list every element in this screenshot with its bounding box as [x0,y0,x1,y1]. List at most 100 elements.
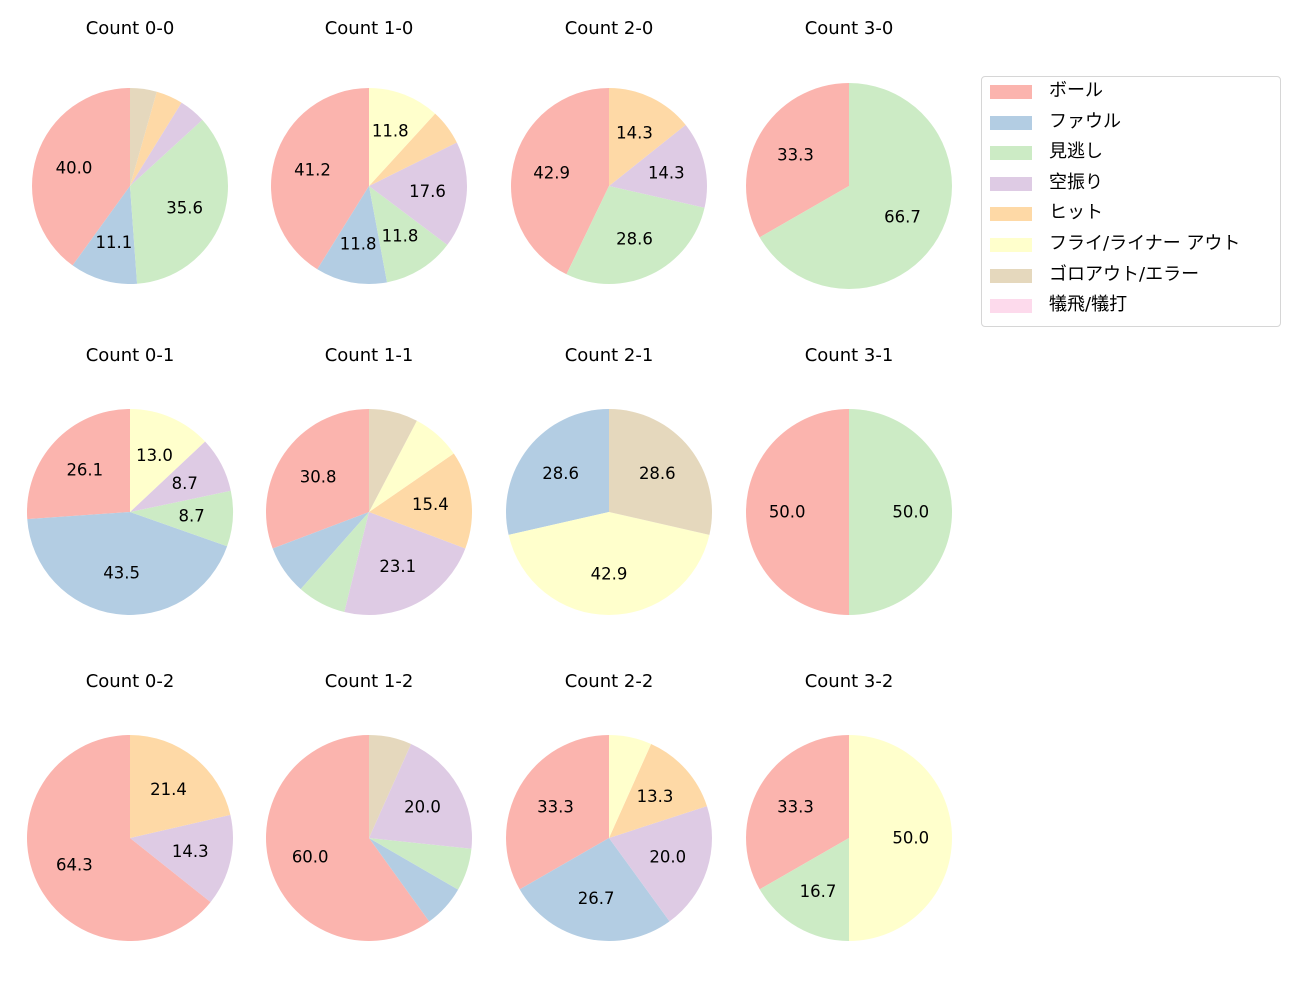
subplot-title: Count 2-2 [564,671,654,692]
wedge-label: 35.6 [166,198,203,217]
legend-item-called-strike: 見逃し [982,138,1280,168]
pie-count-0-2: 64.3 14.3 21.4 [26,735,233,941]
subplot-title: Count 1-1 [324,345,414,366]
wedge-label: 64.3 [56,855,93,874]
legend-item-fly-liner-out: フライ/ライナー アウト [982,230,1280,260]
pie-count-3-1: 50.0 50.0 [746,409,952,615]
pie-count-3-2: 33.3 16.7 50.0 [746,735,952,941]
pie-wedge [130,119,228,284]
wedge-label: 42.9 [533,163,570,182]
pie-wedge [130,490,234,547]
legend-item-ground-out-error: ゴロアウト/エラー [982,261,1280,291]
legend: ボール ファウル 見逃し 空振り ヒット フライ/ライナー アウト ゴロアウト/… [981,76,1281,327]
pie-count-2-0: 42.9 28.6 14.3 14.3 [511,88,707,284]
pie-count-0-0: 40.0 11.1 35.6 [32,88,228,284]
wedge-label: 50.0 [892,829,929,848]
pie-wedge [746,83,849,238]
wedge-label: 14.3 [172,842,209,861]
wedge-label: 17.6 [409,182,446,201]
pie-wedge [130,814,233,903]
pie-wedge [369,838,472,890]
pie-wedge [369,743,472,849]
pie-wedge [369,113,457,186]
pie-wedge [26,735,211,941]
pie-wedge [609,806,712,922]
subplot-title: Count 3-0 [804,18,894,39]
legend-label: フライ/ライナー アウト [1049,233,1241,254]
pie-wedge [369,88,436,186]
subplot-title: Count 1-0 [324,18,414,39]
pie-wedge [271,88,369,270]
wedge-label: 20.0 [649,848,686,867]
wedge-label: 60.0 [292,847,329,866]
pie-wedge [609,88,686,186]
pie-wedge [369,142,467,245]
pie-wedge [746,409,849,615]
pie-count-3-0: 33.3 66.7 [746,83,952,289]
pie-count-1-0: 41.2 11.8 11.8 17.6 11.8 [271,88,467,284]
legend-swatch [990,85,1032,99]
legend-swatch [990,299,1032,314]
pie-count-2-2: 33.3 26.7 20.0 13.3 [506,735,712,941]
pie-wedge [130,91,182,186]
pie-wedge [369,420,454,512]
legend-swatch [990,146,1032,161]
pie-wedge [519,838,670,941]
wedge-label: 50.0 [769,503,806,522]
legend-item-ball: ボール [982,77,1280,107]
pie-wedge [27,512,228,615]
wedge-label: 11.8 [382,226,419,245]
pie-wedge [566,186,705,284]
wedge-label: 8.7 [172,474,198,493]
wedge-label: 11.8 [372,122,409,141]
wedge-label: 8.7 [179,507,205,526]
pie-wedge [609,735,652,838]
legend-label: ヒット [1049,202,1103,224]
wedge-label: 40.0 [56,158,93,177]
legend-item-sacrifice: 犠飛/犠打 [982,291,1280,321]
wedge-label: 13.3 [637,787,674,806]
pie-wedge [130,409,206,512]
pie-wedge [759,838,849,941]
wedge-label: 42.9 [591,564,628,583]
subplot-title: Count 2-0 [564,18,654,39]
subplot-title: Count 3-1 [804,345,894,366]
legend-swatch [990,176,1032,191]
pie-wedge [746,735,849,890]
pie-wedge [369,409,417,512]
legend-swatch [990,207,1032,222]
pie-wedge [272,512,369,590]
subplot-title: Count 0-1 [85,345,175,366]
pie-wedge [72,186,138,284]
wedge-label: 28.6 [616,229,653,248]
wedge-label: 11.1 [96,233,133,252]
legend-label: ボール [1049,80,1103,101]
pie-wedge [506,409,609,535]
pie-wedge [508,512,710,615]
legend-label: 見逃し [1049,141,1103,163]
pie-wedge [369,838,459,922]
wedge-label: 43.5 [103,564,140,583]
wedge-label: 26.7 [578,889,615,908]
wedge-label: 23.1 [379,557,416,576]
pie-count-1-1: 30.8 23.1 15.4 [266,409,472,615]
pie-wedge [300,512,369,613]
legend-label: ゴロアウト/エラー [1049,263,1200,285]
pie-wedge [344,512,466,615]
wedge-label: 21.4 [150,780,187,799]
pie-wedge [369,735,412,838]
pie-count-0-1: 26.1 43.5 8.7 8.7 13.0 [27,409,234,615]
wedge-label: 28.6 [542,464,579,483]
wedge-label: 33.3 [537,798,574,817]
subplot-title: Count 0-0 [85,18,175,39]
pie-wedge [266,735,430,941]
pie-wedge [130,102,203,186]
wedge-label: 16.7 [800,882,837,901]
pie-wedge [759,83,952,289]
subplot-title: Count 0-2 [85,671,175,692]
legend-swatch [990,268,1032,283]
pie-wedge [369,186,448,283]
wedge-label: 14.3 [648,163,685,182]
pie-wedge [130,441,231,512]
wedge-label: 30.8 [300,467,337,486]
